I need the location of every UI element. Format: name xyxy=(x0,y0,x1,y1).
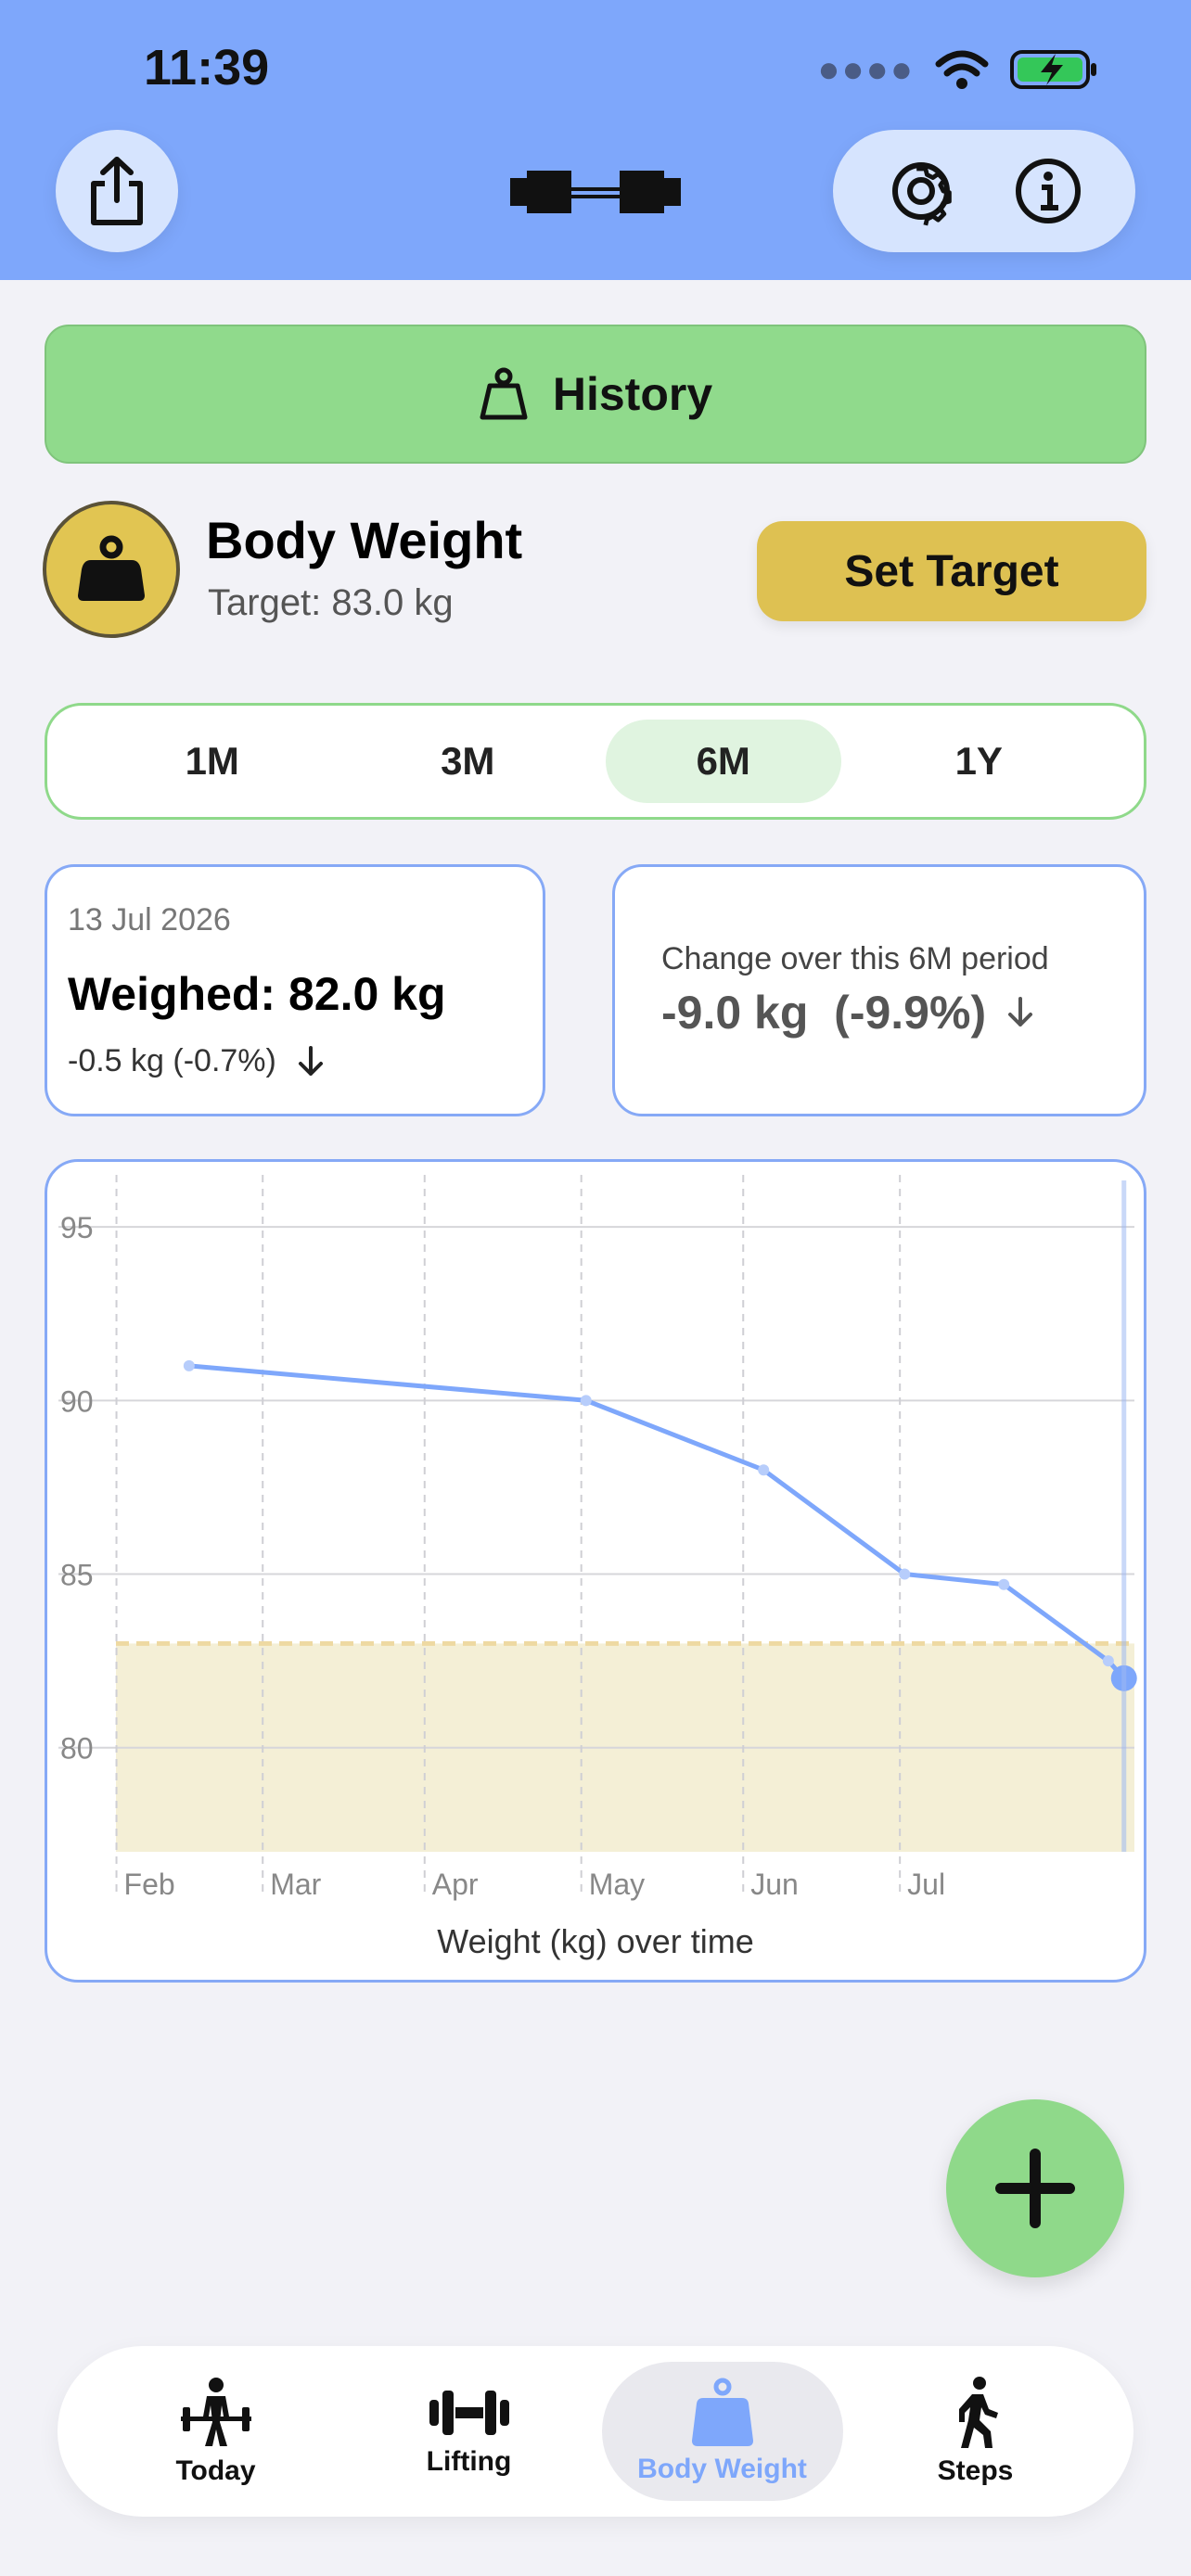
x-tick-label: Mar xyxy=(270,1868,321,1901)
status-time: 11:39 xyxy=(144,40,270,96)
x-tick-label: Apr xyxy=(432,1868,479,1901)
y-tick-label: 80 xyxy=(60,1732,94,1766)
walking-person-icon xyxy=(958,2377,998,2448)
data-point xyxy=(580,1395,592,1407)
tab-today[interactable]: Today xyxy=(96,2362,337,2501)
arrow-down-icon xyxy=(1008,997,1033,1027)
tab-label-lifting: Lifting xyxy=(426,2446,512,2477)
x-tick-label: May xyxy=(589,1868,645,1901)
weighin-date: 13 Jul 2026 xyxy=(68,902,231,937)
data-point xyxy=(758,1464,770,1476)
period-change-value: -9.0 kg (-9.9%) xyxy=(661,987,987,1039)
segment-1y[interactable]: 1Y xyxy=(954,739,1003,783)
weight-chart[interactable]: 80 85 90 95 Feb Mar Apr May Jun Jul Weight (kg) o… xyxy=(45,1159,1146,1983)
gear-icon[interactable] xyxy=(885,155,957,227)
weighin-value: Weighed: 82.0 kg xyxy=(68,968,446,1020)
tab-label-steps: Steps xyxy=(937,2455,1014,2486)
tab-label-body-weight: Body Weight xyxy=(637,2454,807,2484)
scale-weight-icon xyxy=(480,367,528,420)
chart-svg: 80 85 90 95 Feb Mar Apr May Jun Jul xyxy=(58,1175,1137,1901)
series-line xyxy=(188,1363,1126,1680)
segment-6m[interactable]: 6M xyxy=(605,720,841,803)
weighin-delta: -0.5 kg (-0.7%) xyxy=(68,1043,325,1079)
history-button[interactable]: History xyxy=(45,325,1146,464)
top-header: 11:39 ●●●● xyxy=(0,0,1191,280)
history-label: History xyxy=(552,368,713,420)
info-icon[interactable] xyxy=(1012,155,1084,227)
segment-1m[interactable]: 1M xyxy=(185,739,239,783)
arrow-down-icon xyxy=(298,1045,323,1076)
share-icon xyxy=(91,157,143,225)
status-icons: ●●●● xyxy=(817,46,1098,93)
y-tick-label: 95 xyxy=(60,1211,94,1244)
x-tick-label: Feb xyxy=(124,1868,175,1901)
tab-lifting[interactable]: Lifting xyxy=(349,2362,590,2501)
data-point xyxy=(1102,1655,1114,1667)
data-point xyxy=(183,1359,195,1371)
scale-weight-icon xyxy=(691,2378,753,2446)
avatar xyxy=(43,501,180,638)
deadlift-person-icon xyxy=(180,2378,251,2446)
y-tick-label: 90 xyxy=(60,1384,94,1418)
x-tick-label: Jul xyxy=(907,1868,945,1901)
tab-bar: Today Lifting Body Weight Steps xyxy=(58,2346,1133,2517)
dumbbell-icon xyxy=(429,2391,509,2435)
period-change-label: Change over this 6M period xyxy=(661,941,1049,976)
tab-steps[interactable]: Steps xyxy=(855,2362,1096,2501)
period-segmented-control: 1M 3M 6M 1Y xyxy=(45,703,1146,820)
segment-3m[interactable]: 3M xyxy=(441,739,495,783)
target-text: Target: 83.0 kg xyxy=(208,582,454,623)
x-tick-label: Jun xyxy=(750,1868,799,1901)
signal-icon: ●●●● xyxy=(817,48,915,90)
plus-icon xyxy=(995,2149,1075,2228)
latest-weighin-card: 13 Jul 2026 Weighed: 82.0 kg -0.5 kg (-0… xyxy=(45,864,545,1116)
battery-charging-icon xyxy=(1010,50,1096,89)
add-weight-button[interactable] xyxy=(946,2099,1124,2277)
wifi-icon xyxy=(935,50,989,89)
y-tick-label: 85 xyxy=(60,1559,94,1592)
share-button[interactable] xyxy=(56,130,178,252)
set-target-button[interactable]: Set Target xyxy=(757,521,1146,621)
barbell-icon xyxy=(510,171,681,213)
data-point xyxy=(998,1578,1010,1590)
chart-title: Weight (kg) over time xyxy=(437,1922,754,1960)
page-title: Body Weight xyxy=(206,511,523,569)
tab-body-weight[interactable]: Body Weight xyxy=(601,2362,843,2501)
weighin-delta-text: -0.5 kg (-0.7%) xyxy=(68,1043,276,1078)
tab-label-today: Today xyxy=(175,2455,256,2486)
settings-info-group xyxy=(833,130,1135,252)
period-change: -9.0 kg (-9.9%) xyxy=(661,986,1034,1039)
kettlebell-icon xyxy=(78,535,145,601)
data-point xyxy=(899,1568,911,1580)
period-change-card: Change over this 6M period -9.0 kg (-9.9… xyxy=(612,864,1146,1116)
